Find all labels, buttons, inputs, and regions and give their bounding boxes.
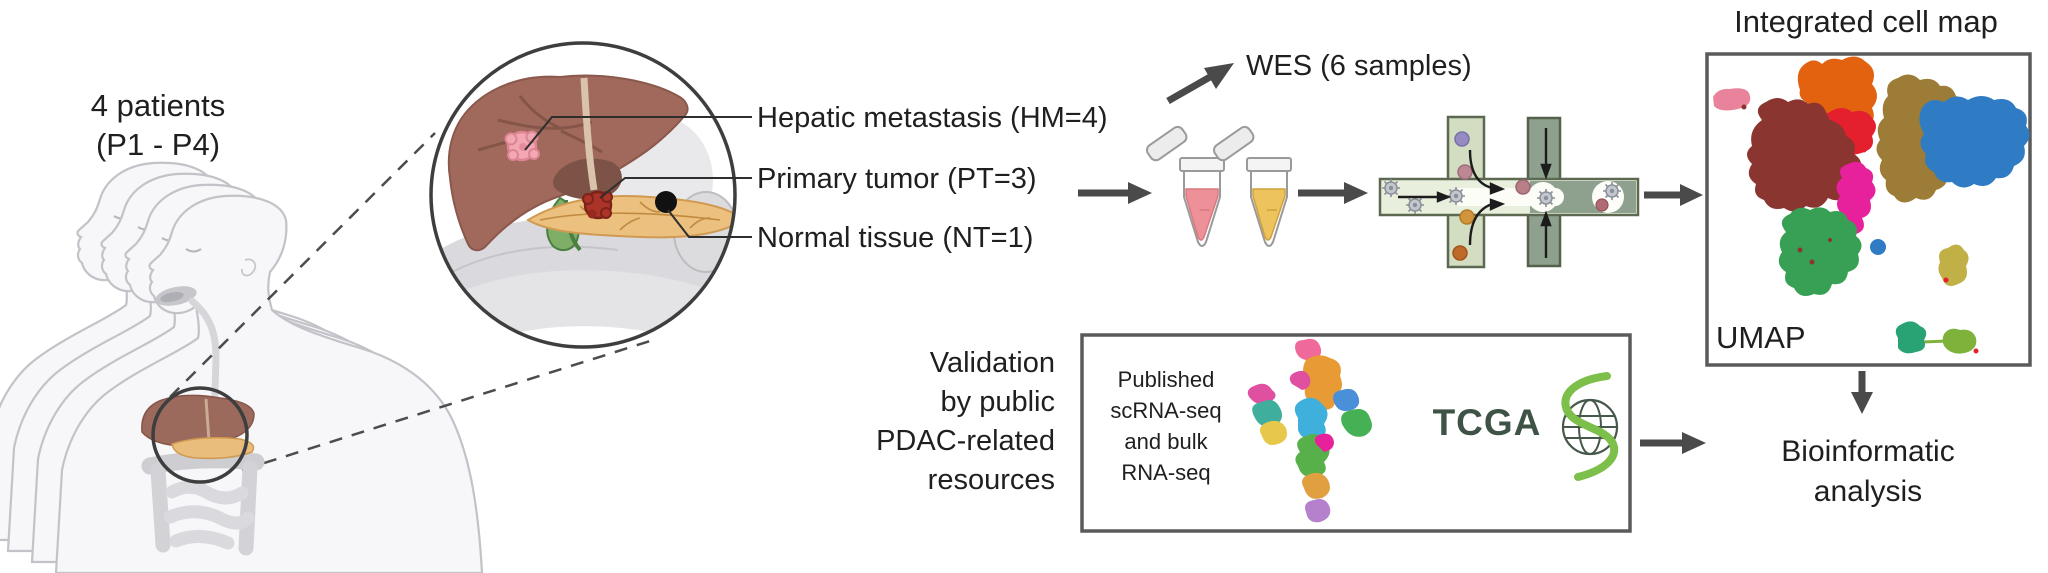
umap-cluster-pink [1713,88,1751,111]
patients-line-2: (P1 - P4) [95,127,221,162]
tumor-cell-icon [1536,188,1556,208]
validation-caption-line-4: resources [927,464,1055,496]
leader-line-primary [599,177,752,199]
bioinformatic-line-1: Bioinformatic [1781,435,1955,468]
tcga-ribbon [1561,372,1619,481]
leader-line-normal [667,209,752,238]
tumor-cell-icon [1602,181,1622,201]
umap-cluster-blue [1919,96,2030,188]
umap-cluster-olive [1938,244,1969,286]
umap-cluster-teal [1895,321,1927,354]
normal-tissue-dot [655,191,677,213]
bioinformatic-analysis-label: Bioinformatic analysis [1748,432,1988,512]
pink-liquid [1185,188,1219,241]
published-line-4: RNA-seq [1121,460,1211,485]
bead-pink [1457,164,1473,180]
bead-purple [1454,131,1470,147]
published-line-1: Published [1117,367,1215,392]
validation-caption: Validation by public PDAC-related resour… [820,344,1055,500]
bead-pink-2 [1515,179,1531,195]
anatomy-circle-ring [429,41,737,349]
integrated-cell-map-title: Integrated cell map [1734,4,1998,39]
primary-tumor-nodule [582,190,613,220]
integrated-cell-map-panel [1705,52,2032,367]
falciform-ligament [580,77,598,191]
wes-label: WES (6 samples) [1246,50,1472,82]
tissue-leader-lines [524,116,752,238]
magnifier-dashed-lines [169,132,651,472]
published-line-3: and bulk [1124,429,1208,454]
umap-cluster-maroon [1747,98,1862,212]
pancreas-small [171,437,255,460]
validation-box [1080,333,1632,533]
arrow-box-to-bioinformatic [1640,432,1706,454]
tumor-cell-icon [1405,195,1425,215]
arrow-to-tubes [1078,182,1152,204]
sample-tubes [1145,125,1292,247]
anatomy-zoom-circle [429,41,737,349]
yellow-liquid [1252,188,1286,241]
arrow-to-wes [1166,63,1234,105]
label-hepatic-metastasis: Hepatic metastasis (HM=4) [757,102,1108,134]
flow-arrows [1398,128,1552,258]
bioinformatic-line-2: analysis [1813,475,1923,508]
tcga-label: TCGA [1432,402,1542,443]
label-primary-tumor: Primary tumor (PT=3) [757,163,1037,195]
liver-illustration [447,74,689,252]
published-line-2: scRNA-seq [1110,398,1222,423]
bead-rust [1452,245,1468,261]
microfluidic-chip [1378,115,1640,269]
tube-pink [1145,125,1225,247]
arrow-tubes-to-chip [1298,182,1368,204]
validation-caption-line-2: by public [940,386,1055,418]
umap-method-label: UMAP [1716,320,1806,355]
tumor-cell-icon [1446,186,1466,206]
hepatic-metastasis-nodule [504,130,540,162]
bead-in-droplet [1595,198,1609,212]
workflow-arrows [1078,63,1873,454]
tube-yellow [1212,125,1292,247]
label-normal-tissue: Normal tissue (NT=1) [757,222,1034,254]
umap-cluster-yellowgreen [1942,328,1977,354]
umap-cluster-green [1778,207,1862,296]
bead-orange [1459,209,1475,225]
tcga-globe-icon [1561,372,1619,481]
tumor-cell-icon [1381,178,1401,198]
dashed-line-lower [241,339,651,472]
umap-scatter-dots [1741,104,1979,354]
digestive-tract-illustration [155,286,220,428]
patients-label: 4 patients (P1 - P4) [58,86,258,164]
validation-caption-line-1: Validation [929,347,1055,379]
umap-cluster-blue-small [1870,239,1886,255]
published-data-label: Published scRNA-seq and bulk RNA-seq [1092,364,1240,488]
dashed-line-upper [169,132,436,398]
leader-line-hepatic [524,116,752,151]
liver-shadow-patch [552,158,622,200]
validation-caption-line-3: PDAC-related [876,425,1055,457]
abdominal-organs-small [141,386,265,556]
arrow-chip-to-map [1644,184,1703,206]
patients-line-1: 4 patients [90,88,226,123]
body-zoom-circle [151,386,249,484]
arrow-map-down [1851,371,1873,414]
published-umap-illustration [1247,338,1372,523]
